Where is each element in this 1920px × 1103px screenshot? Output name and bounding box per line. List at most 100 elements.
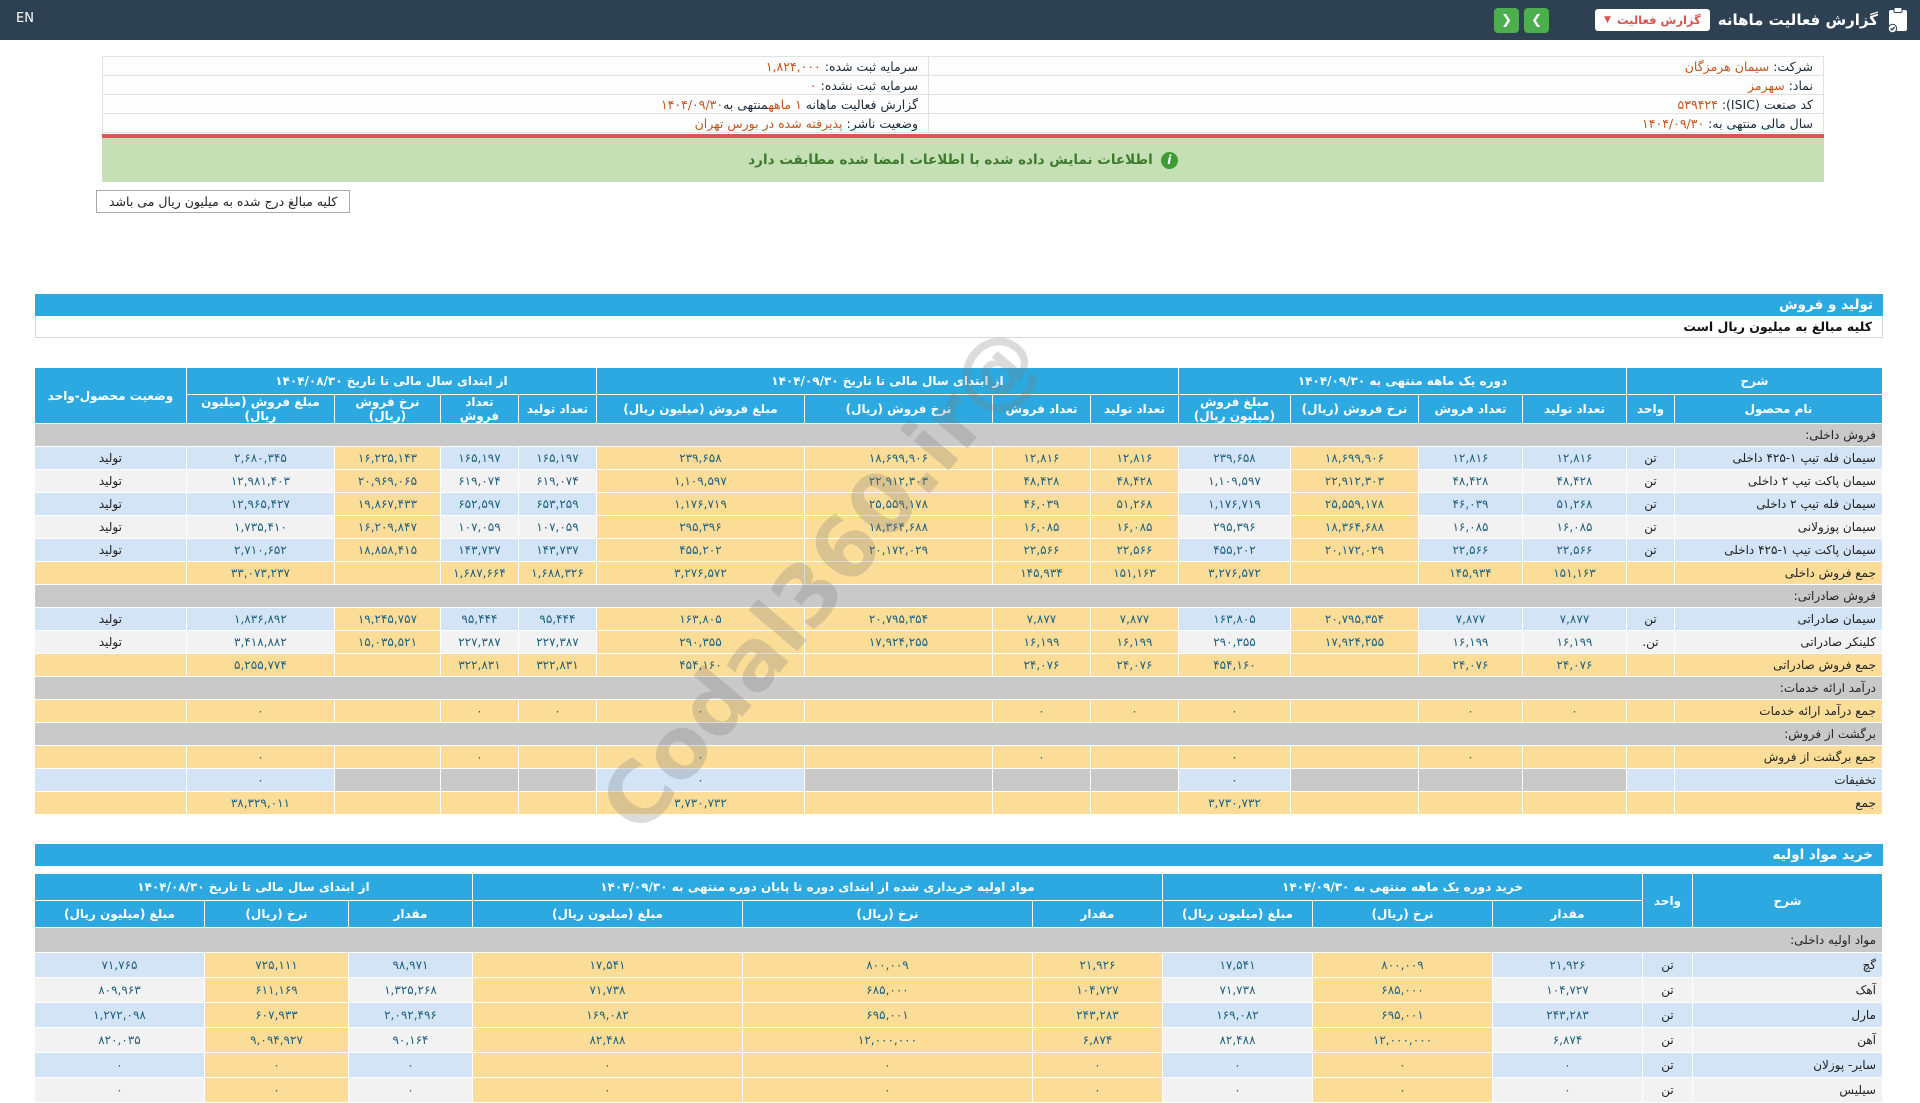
produced-qty-cell: ۱۴۳,۷۳۷ — [517, 538, 597, 562]
info-value: سهرمز — [1747, 77, 1785, 93]
amount-cell: ۸۲۰,۰۳۵ — [33, 1027, 205, 1053]
produced-qty-cell: ۱۶,۰۸۵ — [1521, 515, 1627, 539]
sale-rate-cell — [803, 768, 993, 792]
amount-cell: ۸۰۹,۹۶۳ — [33, 977, 205, 1003]
info-label: سرمایه ثبت نشده: — [820, 77, 919, 93]
info-value: ۵۳۹۴۲۴ — [1677, 96, 1718, 112]
sale-rate-header: نرخ فروش (ریال) — [333, 394, 441, 424]
sold-qty-cell: ۱۲,۸۱۶ — [991, 446, 1091, 470]
info-cell: کد صنعت (ISIC): ۵۳۹۴۲۴ — [928, 94, 1824, 114]
sale-amount-cell: ۰ — [595, 699, 805, 723]
rate-cell: ۶۸۵,۰۰۰ — [741, 977, 1033, 1003]
info-cell: سرمایه ثبت نشده: ۰ — [101, 75, 930, 95]
sale-amount-cell: ۰ — [185, 699, 335, 723]
sale-rate-cell — [1289, 791, 1419, 815]
amount-cell: ۰ — [33, 1077, 205, 1103]
produced-qty-cell — [1089, 745, 1179, 769]
sold-qty-header: تعداد فروش — [991, 394, 1091, 424]
qty-header: مقدار — [1031, 900, 1163, 928]
product-status-cell — [33, 745, 187, 769]
company-info-row: کد صنعت (ISIC): ۵۳۹۴۲۴ گزارش فعالیت ماهان… — [101, 94, 1824, 114]
sale-rate-cell — [333, 768, 441, 792]
data-row: سایر- پوزلان تن ۰ ۰ ۰ ۰ ۰ ۰ ۰ ۰ ۰ — [33, 1052, 1883, 1078]
desc-group-header: شرح — [1625, 367, 1884, 395]
sale-amount-cell: ۰ — [185, 768, 335, 792]
material-name-cell: سیلیس — [1692, 1077, 1883, 1103]
rate-cell: ۰ — [1312, 1077, 1493, 1103]
table-group-header-row: شرح واحد خرید دوره یک ماهه منتهی به ۱۴۰۴… — [33, 873, 1883, 928]
sold-qty-cell: ۴۶,۰۳۹ — [1417, 492, 1523, 516]
signature-match-text: اطلاعات نمایش داده شده با اطلاعات امضا ش… — [748, 152, 1153, 168]
produced-qty-cell: ۲۴,۰۷۶ — [1089, 653, 1179, 677]
sale-rate-cell: ۱۸,۳۶۴,۶۸۸ — [1289, 515, 1419, 539]
page-title: گزارش فعالیت ماهانه — [1717, 11, 1878, 29]
discount-row: تخفیفات ۰ ۰ ۰ — [33, 768, 1883, 792]
material-name-cell: آهن — [1692, 1027, 1883, 1053]
period-1month-group-header: دوره یک ماهه منتهی به ۱۴۰۴/۰۹/۳۰ — [1177, 367, 1627, 395]
sale-rate-cell — [333, 791, 441, 815]
section-row: درآمد ارائه خدمات: — [33, 676, 1884, 700]
info-label: سرمایه ثبت شده: — [824, 58, 919, 74]
sold-qty-cell: ۲۲,۵۶۶ — [991, 538, 1091, 562]
amount-cell: ۱۶۹,۰۸۲ — [1161, 1002, 1314, 1028]
sold-qty-cell: ۲۲۷,۳۸۷ — [439, 630, 519, 654]
produced-qty-cell: ۱۵۱,۱۶۳ — [1089, 561, 1179, 585]
produced-qty-cell: ۲۲۷,۳۸۷ — [517, 630, 597, 654]
amount-cell: ۸۲,۴۸۸ — [1161, 1027, 1314, 1053]
info-label: نماد: — [1788, 77, 1813, 93]
desc-header: شرح — [1692, 873, 1883, 928]
sale-rate-cell: ۱۶,۲۰۹,۸۴۷ — [333, 515, 441, 539]
info-value: ۱,۸۲۴,۰۰۰ — [765, 58, 821, 74]
total-row: جمع فروش صادراتی ۲۴,۰۷۶ ۲۴,۰۷۶ ۴۵۴,۱۶۰ ۲۴,۰۷… — [33, 653, 1883, 677]
chevron-down-icon: ▼ — [1604, 15, 1611, 25]
rate-cell: ۷۲۵,۱۱۱ — [203, 952, 349, 978]
produced-qty-cell: ۶۵۳,۲۵۹ — [517, 492, 597, 516]
produced-qty-cell — [1521, 768, 1627, 792]
purchased-period-group-header: مواد اولیه خریداری شده از ابتدای دوره تا… — [471, 873, 1163, 901]
report-type-dropdown[interactable]: گزارش فعالیت ▼ — [1595, 9, 1710, 31]
product-status-cell — [33, 561, 187, 585]
produced-qty-cell — [517, 791, 597, 815]
sale-rate-cell — [1289, 699, 1419, 723]
unit-cell — [1625, 699, 1676, 723]
produced-qty-cell: ۱۲,۸۱۶ — [1089, 446, 1179, 470]
unit-cell: تن — [1642, 1077, 1693, 1103]
data-row: سیمان صادراتی تن ۷,۸۷۷ ۷,۸۷۷ ۲۰,۷۹۵,۳۵۴ ۱۶۳,۸… — [33, 607, 1883, 631]
sale-amount-cell: ۰ — [595, 745, 805, 769]
produced-qty-cell: ۷,۸۷۷ — [1521, 607, 1627, 631]
produced-qty-cell: ۲۲,۵۶۶ — [1089, 538, 1179, 562]
product-status-cell: تولید — [33, 607, 187, 631]
info-cell: شرکت: سیمان هرمزگان — [928, 56, 1824, 76]
qty-cell: ۹۸,۹۷۱ — [347, 952, 473, 978]
fiscal-ytd-current-group-header: از ابتدای سال مالی تا تاریخ ۱۴۰۴/۰۹/۳۰ — [595, 367, 1179, 395]
product-status-cell: تولید — [33, 492, 187, 516]
sale-rate-cell — [803, 561, 993, 585]
qty-cell: ۲۱,۹۲۶ — [1031, 952, 1163, 978]
produced-qty-cell: ۴۸,۴۲۸ — [1521, 469, 1627, 493]
sold-qty-cell: ۰ — [1417, 699, 1523, 723]
unit-header: واحد — [1642, 873, 1693, 928]
section-row: فروش صادراتی: — [33, 584, 1884, 608]
material-name-cell: گچ — [1692, 952, 1883, 978]
sale-rate-cell: ۱۹,۲۴۵,۷۵۷ — [333, 607, 441, 631]
sold-qty-cell: ۱۴۳,۷۳۷ — [439, 538, 519, 562]
report-type-dropdown-label: گزارش فعالیت — [1616, 13, 1701, 27]
qty-cell: ۰ — [1492, 1052, 1643, 1078]
chevron-right-icon: ❯ — [1531, 12, 1542, 28]
produced-qty-cell: ۱۶۵,۱۹۷ — [517, 446, 597, 470]
produced-qty-cell: ۲۴,۰۷۶ — [1521, 653, 1627, 677]
product-status-cell: تولید — [33, 446, 187, 470]
previous-report-button[interactable]: ❮ — [1494, 7, 1520, 33]
section-label: فروش داخلی: — [33, 423, 1884, 447]
table-group-header-row: شرح دوره یک ماهه منتهی به ۱۴۰۴/۰۹/۳۰ از … — [33, 367, 1884, 424]
qty-cell: ۰ — [1031, 1052, 1163, 1078]
sale-rate-cell: ۲۲,۹۱۲,۳۰۳ — [803, 469, 993, 493]
next-report-button[interactable]: ❯ — [1524, 7, 1550, 33]
rate-cell: ۱۲,۰۰۰,۰۰۰ — [1312, 1027, 1493, 1053]
qty-cell: ۰ — [347, 1077, 473, 1103]
product-name-cell: سیمان پاکت تیپ ۱-۴۲۵ داخلی — [1674, 538, 1883, 562]
rate-cell: ۰ — [741, 1077, 1033, 1103]
sale-amount-cell: ۳,۷۳۰,۷۳۲ — [1177, 791, 1291, 815]
language-toggle[interactable]: EN — [16, 11, 34, 26]
sale-amount-cell: ۳۸,۳۲۹,۰۱۱ — [185, 791, 335, 815]
